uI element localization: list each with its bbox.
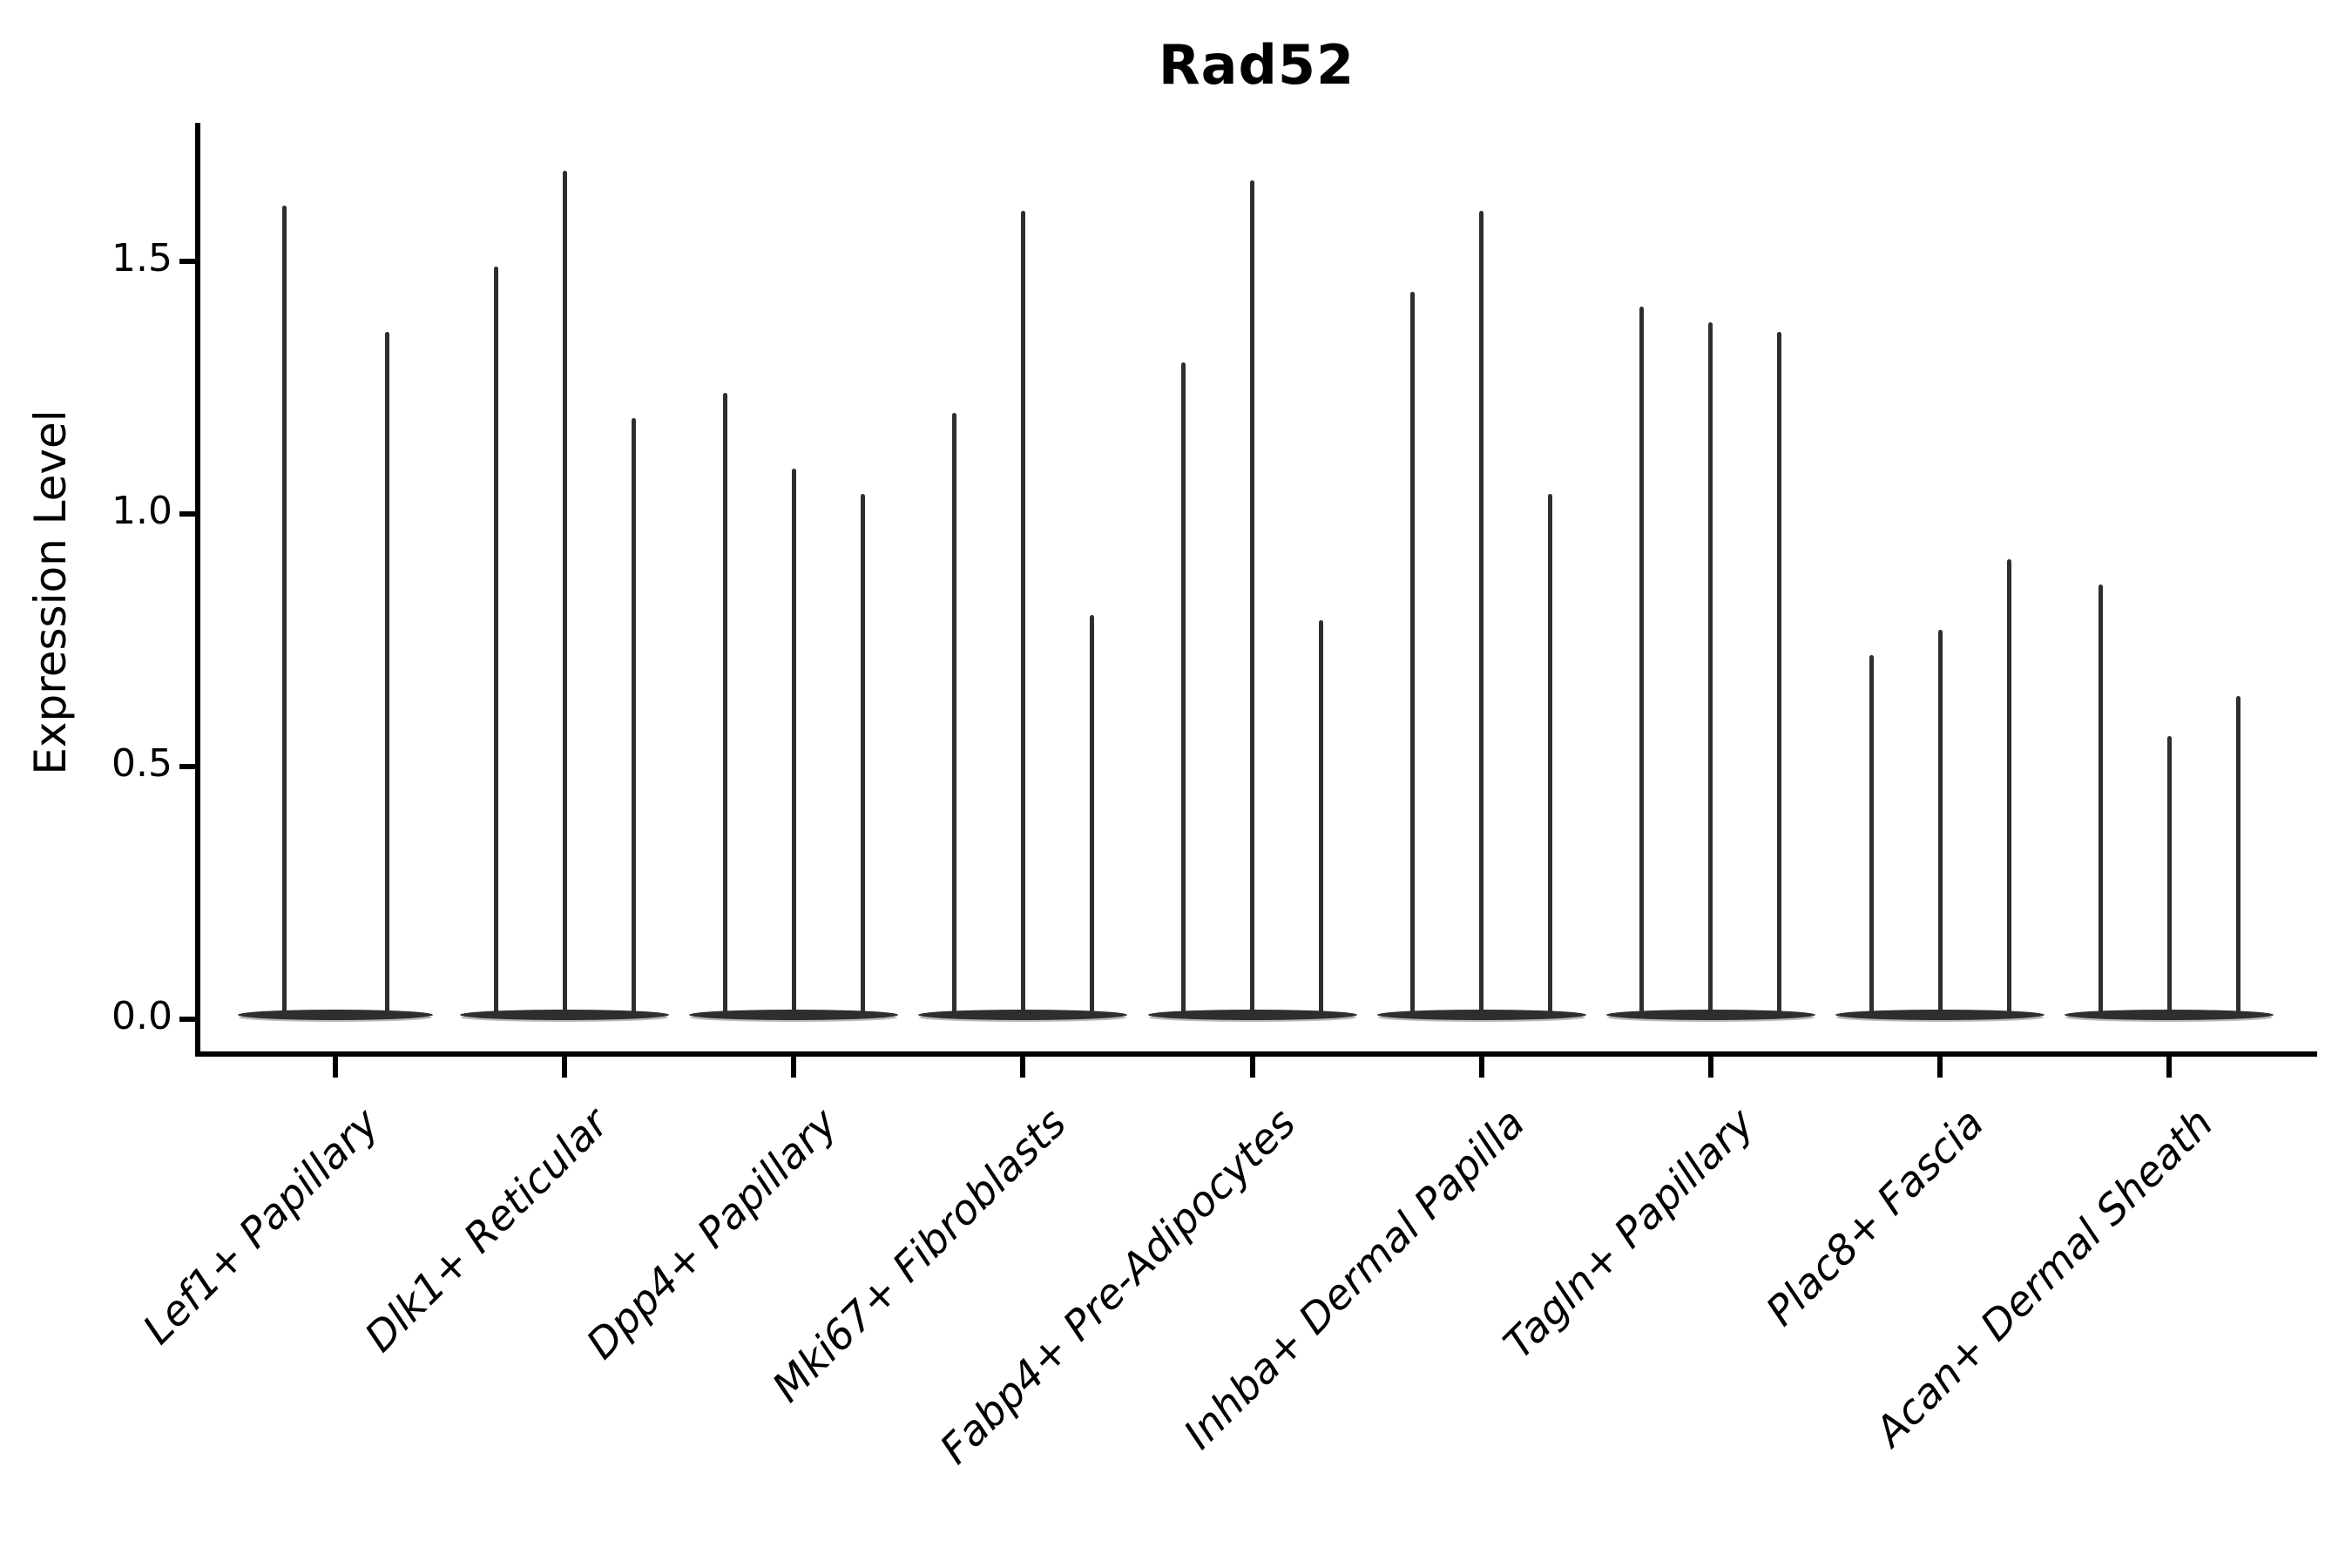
y-tick bbox=[179, 511, 197, 517]
y-tick bbox=[179, 259, 197, 264]
violin-spike bbox=[1250, 180, 1255, 1016]
violin-spike bbox=[2006, 559, 2011, 1016]
y-tick-label: 0.5 bbox=[112, 741, 172, 786]
y-tick bbox=[179, 1017, 197, 1022]
x-tick-label: Dpp4+ Papillary bbox=[578, 1099, 848, 1369]
x-tick bbox=[1249, 1057, 1255, 1078]
chart-title: Rad52 bbox=[1158, 33, 1355, 97]
violin-spike bbox=[493, 266, 498, 1016]
x-tick-label: Tagln+ Papillary bbox=[1495, 1099, 1764, 1369]
x-tick-label: Plac8+ Fascia bbox=[1756, 1099, 1993, 1336]
violin-spike bbox=[791, 468, 796, 1016]
violin-spike bbox=[1181, 362, 1186, 1016]
x-tick bbox=[2166, 1057, 2173, 1078]
y-tick-label: 1.5 bbox=[112, 236, 172, 280]
violin-spike bbox=[1869, 655, 1874, 1016]
violin-spike bbox=[1479, 211, 1484, 1016]
violin-base bbox=[238, 1010, 433, 1020]
violin-spike bbox=[1639, 307, 1645, 1016]
violin-spike bbox=[1548, 493, 1553, 1016]
x-tick-label: Dlk1+ Reticular bbox=[355, 1099, 618, 1362]
violin-spike bbox=[631, 417, 636, 1016]
violin-spike bbox=[2166, 736, 2172, 1016]
violin-spike bbox=[860, 493, 865, 1016]
violin-spike bbox=[2098, 585, 2103, 1016]
violin-spike bbox=[1020, 211, 1025, 1016]
y-tick bbox=[179, 764, 197, 769]
violin-spike bbox=[562, 170, 567, 1016]
x-tick bbox=[562, 1057, 568, 1078]
violin-spike bbox=[1410, 291, 1416, 1016]
x-tick bbox=[1020, 1057, 1026, 1078]
x-tick bbox=[1707, 1057, 1713, 1078]
violin-spike bbox=[1319, 619, 1324, 1016]
violin-spike bbox=[281, 206, 287, 1016]
violin-spike bbox=[2235, 695, 2240, 1016]
y-tick-label: 0.0 bbox=[112, 994, 172, 1038]
violin-spike bbox=[1777, 332, 1782, 1016]
y-axis-spine bbox=[195, 123, 200, 1057]
x-tick bbox=[791, 1057, 797, 1078]
x-tick bbox=[1478, 1057, 1484, 1078]
x-tick bbox=[333, 1057, 338, 1078]
x-tick-label: Lef1+ Papillary bbox=[133, 1099, 389, 1355]
violin-spike bbox=[1937, 630, 1943, 1016]
violin-spike bbox=[951, 413, 956, 1016]
violin-spike bbox=[384, 332, 389, 1016]
violin-spike bbox=[1708, 321, 1713, 1016]
x-tick bbox=[1937, 1057, 1943, 1078]
x-axis-spine bbox=[195, 1051, 2317, 1057]
y-tick-label: 1.0 bbox=[112, 489, 172, 533]
violin-spike bbox=[1089, 615, 1094, 1016]
violin-spike bbox=[722, 392, 727, 1016]
